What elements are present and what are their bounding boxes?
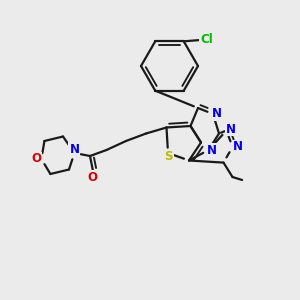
Text: N: N <box>233 140 243 154</box>
Text: S: S <box>164 149 173 163</box>
Text: N: N <box>226 122 236 136</box>
Text: N: N <box>207 144 217 157</box>
Text: O: O <box>31 152 41 166</box>
Text: N: N <box>69 142 80 156</box>
Text: Cl: Cl <box>200 33 213 46</box>
Text: N: N <box>212 106 222 120</box>
Text: O: O <box>88 171 98 184</box>
